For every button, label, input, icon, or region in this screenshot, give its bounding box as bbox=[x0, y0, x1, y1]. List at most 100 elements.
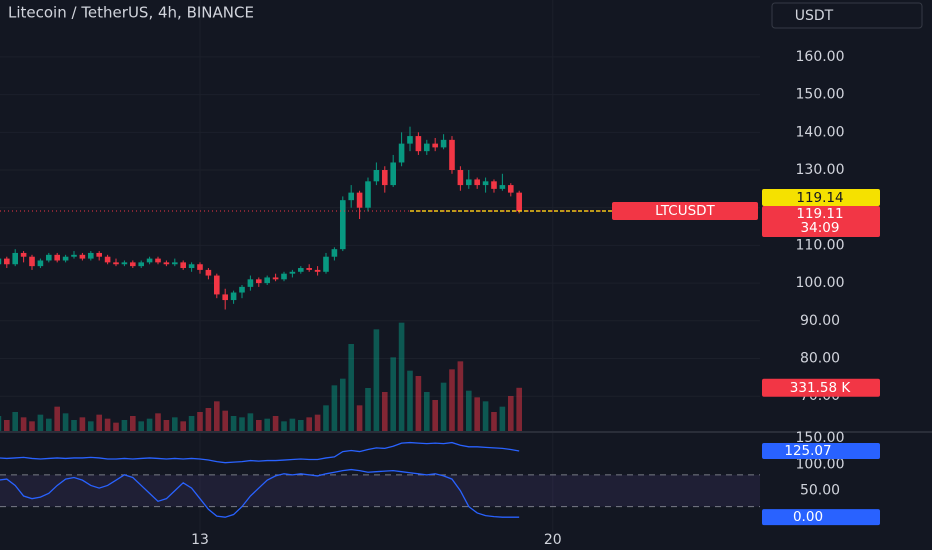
candle-body bbox=[272, 277, 279, 280]
candle-body bbox=[373, 170, 380, 182]
volume-bar bbox=[281, 421, 287, 432]
candle-body bbox=[339, 200, 346, 250]
labels: 70.0080.0090.00100.00110.00120.00130.001… bbox=[191, 49, 880, 548]
volume-bar bbox=[12, 412, 19, 432]
candle-body bbox=[390, 162, 396, 186]
volume-bar bbox=[499, 406, 506, 432]
candle-body bbox=[222, 294, 228, 301]
volume-bar bbox=[54, 406, 61, 432]
candle-body bbox=[314, 269, 321, 272]
volume-bar bbox=[507, 396, 514, 432]
currency-button-label[interactable]: USDT bbox=[795, 8, 834, 24]
candle-body bbox=[423, 143, 430, 152]
y2-tick-label: 150.00 bbox=[796, 430, 845, 446]
candle-body bbox=[129, 262, 136, 267]
last-price-box bbox=[762, 206, 880, 238]
indicator-label: 0.00 bbox=[793, 509, 823, 525]
volume-bar bbox=[213, 401, 220, 432]
volume-bar bbox=[46, 418, 52, 432]
volume-bar bbox=[390, 357, 396, 432]
volume-bar bbox=[71, 420, 77, 432]
candle-body bbox=[171, 262, 178, 265]
y-tick-label: 140.00 bbox=[796, 124, 845, 140]
last-price-label: 119.11 bbox=[796, 206, 843, 222]
y-tick-label: 110.00 bbox=[796, 237, 845, 253]
volume-bar bbox=[4, 420, 10, 432]
yellow-price-label: 119.14 bbox=[796, 190, 843, 206]
candle-body bbox=[365, 181, 371, 208]
volume-bar bbox=[20, 417, 27, 432]
candle-body bbox=[348, 192, 354, 201]
candle-body bbox=[449, 139, 455, 171]
volume-bar bbox=[339, 378, 346, 432]
candle-body bbox=[104, 256, 111, 263]
candle-body bbox=[465, 179, 472, 186]
volume-bar bbox=[96, 414, 102, 432]
volume-bar bbox=[365, 388, 371, 432]
volume-bar bbox=[323, 405, 329, 432]
candle-body bbox=[239, 286, 245, 293]
volume-bar bbox=[272, 416, 279, 432]
candle-body bbox=[281, 273, 287, 280]
volume-bar bbox=[62, 413, 69, 432]
y2-tick-label: 50.00 bbox=[800, 483, 840, 499]
symbol-box bbox=[612, 202, 758, 221]
candle-body bbox=[12, 252, 19, 265]
candle-body bbox=[155, 258, 161, 263]
currency-button[interactable] bbox=[771, 2, 923, 29]
candle-body bbox=[4, 258, 10, 265]
x-tick-label: 13 bbox=[191, 532, 209, 548]
indicator-label: 125.07 bbox=[784, 443, 831, 459]
y-tick-label: 130.00 bbox=[796, 162, 845, 178]
volume-bar bbox=[423, 392, 430, 432]
candle-body bbox=[323, 256, 329, 272]
candle-body bbox=[113, 262, 119, 265]
volume-bar bbox=[306, 417, 312, 432]
candle-body bbox=[46, 254, 52, 261]
yellow-price-box bbox=[762, 188, 880, 206]
volume-label-box bbox=[762, 378, 880, 397]
candle-body bbox=[516, 192, 522, 212]
volume-bar bbox=[482, 401, 489, 432]
candle-body bbox=[331, 249, 338, 257]
candle-body bbox=[247, 279, 254, 287]
candle-body bbox=[499, 185, 506, 189]
candle-body bbox=[71, 254, 77, 257]
volume-bar bbox=[331, 385, 338, 432]
y-tick-label: 100.00 bbox=[796, 275, 845, 291]
volume-bar bbox=[163, 420, 170, 432]
y2-tick-label: 100.00 bbox=[796, 456, 845, 472]
candle-body bbox=[491, 181, 497, 189]
candle-body bbox=[205, 269, 212, 276]
volume-bar bbox=[205, 408, 212, 432]
candle-body bbox=[146, 258, 153, 263]
volume-bar bbox=[381, 392, 388, 432]
candle-body bbox=[188, 264, 195, 269]
x-tick-label: 20 bbox=[544, 532, 562, 548]
volume-bar bbox=[516, 387, 522, 432]
volume-bar bbox=[314, 414, 321, 432]
volume-bar bbox=[239, 417, 245, 432]
y-tick-label: 90.00 bbox=[800, 313, 840, 329]
volume-bar bbox=[297, 420, 304, 432]
volume-bar bbox=[155, 413, 161, 432]
candle-body bbox=[306, 268, 312, 270]
volume-bar bbox=[37, 414, 44, 432]
volume-bar bbox=[415, 376, 422, 432]
candle-body bbox=[0, 258, 2, 265]
y-tick-label: 150.00 bbox=[796, 87, 845, 103]
y-tick-label: 160.00 bbox=[796, 49, 845, 65]
volume-bar bbox=[29, 421, 35, 432]
candle-body bbox=[37, 260, 44, 267]
volume-bar bbox=[188, 416, 195, 432]
volume-bar bbox=[104, 418, 111, 432]
candle-body bbox=[432, 143, 438, 148]
countdown-label: 34:09 bbox=[801, 220, 840, 236]
candle-body bbox=[289, 271, 296, 274]
candle-body bbox=[507, 185, 514, 193]
candle-body bbox=[180, 262, 186, 269]
candle-body bbox=[62, 256, 69, 261]
